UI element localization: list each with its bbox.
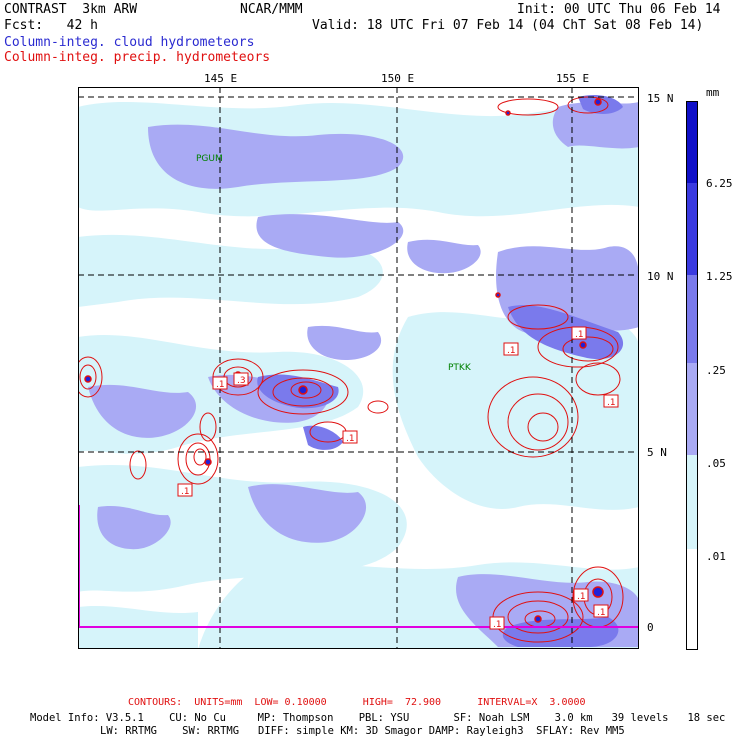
model-info-line1: Model Info: V3.5.1 CU: No Cu MP: Thompso… xyxy=(30,712,726,724)
lat-label-10n: 10 N xyxy=(647,270,674,283)
map-frame xyxy=(78,87,639,649)
legend-level: .25 xyxy=(706,364,726,377)
legend-level: .05 xyxy=(706,457,726,470)
contour-label: .1 xyxy=(181,487,190,497)
lon-label-155: 155 E xyxy=(556,72,590,85)
lon-label-145: 145 E xyxy=(204,72,238,85)
forecast-map: .1 .3 .1 .1 .1 .1 .1 .1 .1 .1 PGUM PTKK xyxy=(78,87,639,649)
field-precip-label: Column-integ. precip. hydrometeors xyxy=(4,50,271,65)
contour-label: .1 xyxy=(607,398,616,408)
contour-label: .1 xyxy=(507,346,516,356)
contour-label-boxes: .1 .3 .1 .1 .1 .1 .1 .1 .1 .1 xyxy=(177,326,619,630)
lat-label-5n: 5 N xyxy=(647,446,667,459)
lat-label-0: 0 xyxy=(647,621,654,634)
contour-label: .1 xyxy=(575,330,584,340)
color-legend xyxy=(686,101,698,650)
lat-lon-grid xyxy=(78,87,639,649)
lat-label-15n: 15 N xyxy=(647,92,674,105)
init-time: Init: 00 UTC Thu 06 Feb 14 xyxy=(517,2,721,17)
legend-level: 6.25 xyxy=(706,177,733,190)
legend-units: mm xyxy=(706,86,720,99)
contour-label: .1 xyxy=(346,434,355,444)
field-cloud-label: Column-integ. cloud hydrometeors xyxy=(4,35,255,50)
forecast-hour: Fcst: 42 h xyxy=(4,18,98,33)
legend-level: 1.25 xyxy=(706,270,733,283)
contour-label: .1 xyxy=(216,380,225,390)
precip-cores xyxy=(84,98,604,623)
contour-label: .3 xyxy=(237,376,246,386)
lon-label-150: 150 E xyxy=(381,72,415,85)
organization-label: NCAR/MMM xyxy=(240,2,303,17)
model-info-line2: LW: RRTMG SW: RRTMG DIFF: simple KM: 3D … xyxy=(100,725,625,737)
station-pgum: PGUM xyxy=(196,154,223,164)
contour-label: .1 xyxy=(493,620,502,630)
station-ptkk: PTKK xyxy=(448,363,472,373)
legend-level: .01 xyxy=(706,550,726,563)
contour-label: .1 xyxy=(597,608,606,618)
cloud-shading-heavy xyxy=(257,95,624,647)
contour-info: CONTOURS: UNITS=mm LOW= 0.10000 HIGH= 72… xyxy=(128,697,586,708)
precip-contours xyxy=(78,96,624,643)
contour-label: .1 xyxy=(577,592,586,602)
valid-time: Valid: 18 UTC Fri 07 Feb 14 (04 ChT Sat … xyxy=(312,18,704,33)
product-title: CONTRAST 3km ARW xyxy=(4,2,138,17)
